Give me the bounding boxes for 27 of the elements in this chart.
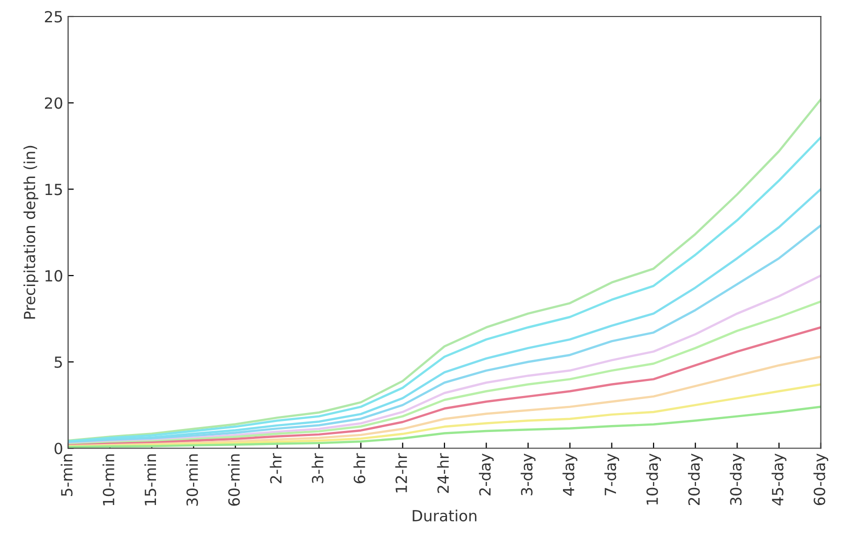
- x-tick-label: 10-day: [646, 454, 661, 504]
- x-tick-label: 2-day: [478, 454, 494, 496]
- x-tick-label: 7-day: [604, 454, 620, 496]
- x-tick-label: 20-day: [688, 454, 703, 506]
- x-tick-label: 4-day: [562, 454, 578, 496]
- y-tick-label: 15: [45, 184, 62, 196]
- x-tick-label: 45-day: [772, 454, 786, 506]
- y-tick-label: 20: [44, 97, 62, 109]
- x-tick-label: 6-hr: [353, 453, 366, 484]
- y-tick-label: 10: [45, 270, 62, 282]
- y-axis-title: Precipitation depth (in): [23, 146, 38, 319]
- x-tick-label: 12-hr: [395, 453, 407, 492]
- x-tick-label: 60-day: [813, 454, 828, 506]
- y-tick-label: 0: [54, 442, 62, 454]
- x-tick-label: 30-min: [186, 454, 198, 506]
- y-tick-label: 5: [54, 356, 62, 368]
- x-tick-label: 10-min: [102, 454, 114, 506]
- x-tick-label: 24-hr: [437, 453, 449, 493]
- x-tick-label: 3-hr: [312, 453, 324, 484]
- x-tick-label: 30-day: [730, 454, 745, 506]
- y-tick-label: 25: [44, 10, 62, 23]
- x-tick-label: 15-min: [144, 454, 156, 506]
- x-tick-label: 3-day: [520, 454, 536, 496]
- x-tick-label: 2-hr: [270, 453, 282, 484]
- x-axis-title: Duration: [412, 510, 476, 522]
- x-tick-label: 60-min: [228, 454, 240, 506]
- x-tick-label: 5-min: [60, 454, 73, 496]
